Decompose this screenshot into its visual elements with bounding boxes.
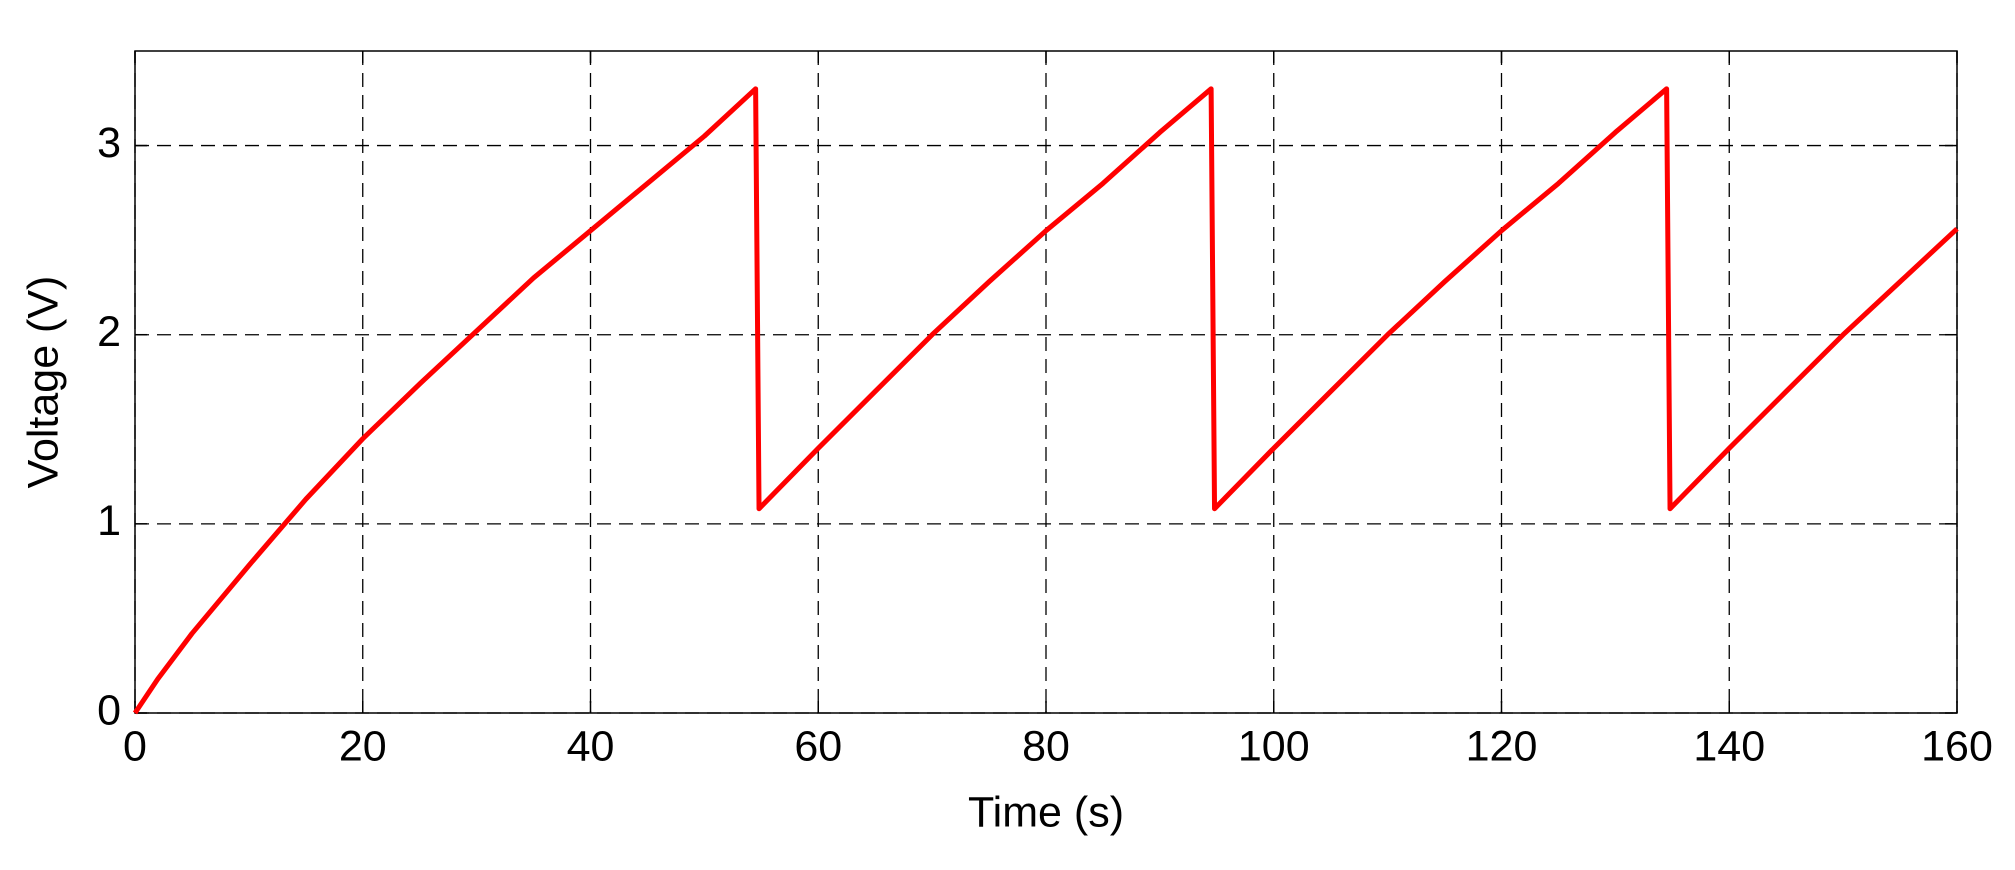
x-tick-label: 100 (1238, 722, 1310, 770)
y-tick-label: 0 (97, 686, 121, 734)
x-tick-label: 80 (1022, 722, 1070, 770)
y-axis-label: Voltage (V) (19, 276, 67, 489)
x-tick-label: 120 (1466, 722, 1538, 770)
plot-frame (134, 50, 1958, 714)
y-tick-label: 3 (97, 119, 121, 167)
x-tick-label: 0 (123, 722, 147, 770)
data-line (132, 86, 1959, 715)
x-tick-label: 140 (1693, 722, 1765, 770)
x-tick-label: 160 (1921, 722, 1993, 770)
y-tick-label: 2 (97, 308, 121, 356)
x-tick-label: 40 (567, 722, 615, 770)
x-axis-label: Time (s) (968, 788, 1124, 836)
x-tick-label: 20 (339, 722, 387, 770)
x-tick-label: 60 (794, 722, 842, 770)
y-tick-label: 1 (97, 497, 121, 545)
